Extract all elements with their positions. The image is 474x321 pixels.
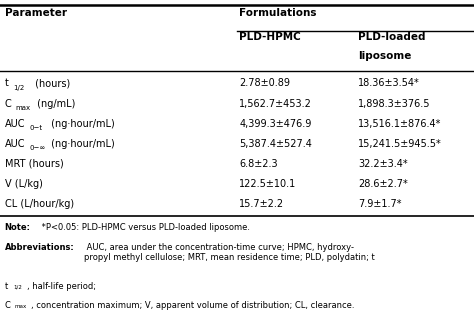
Text: 18.36±3.54*: 18.36±3.54*	[358, 78, 419, 88]
Text: C: C	[5, 301, 10, 310]
Text: Formulations: Formulations	[239, 8, 317, 18]
Text: t: t	[5, 282, 8, 291]
Text: Parameter: Parameter	[5, 8, 67, 18]
Text: 5,387.4±527.4: 5,387.4±527.4	[239, 139, 312, 149]
Text: (ng·hour/mL): (ng·hour/mL)	[48, 119, 115, 129]
Text: max: max	[14, 304, 27, 309]
Text: 1,898.3±376.5: 1,898.3±376.5	[358, 99, 430, 108]
Text: PLD-loaded: PLD-loaded	[358, 32, 425, 42]
Text: max: max	[15, 105, 30, 111]
Text: 122.5±10.1: 122.5±10.1	[239, 179, 297, 189]
Text: 15,241.5±945.5*: 15,241.5±945.5*	[358, 139, 442, 149]
Text: Note:: Note:	[5, 222, 31, 231]
Text: 0−t: 0−t	[29, 125, 43, 131]
Text: AUC: AUC	[5, 139, 25, 149]
Text: 13,516.1±876.4*: 13,516.1±876.4*	[358, 119, 441, 129]
Text: , concentration maximum; V, apparent volume of distribution; CL, clearance.: , concentration maximum; V, apparent vol…	[31, 301, 355, 310]
Text: 1/2: 1/2	[13, 284, 22, 289]
Text: AUC: AUC	[5, 119, 25, 129]
Text: 6.8±2.3: 6.8±2.3	[239, 159, 278, 169]
Text: *P<0.05: PLD-HPMC versus PLD-loaded liposome.: *P<0.05: PLD-HPMC versus PLD-loaded lipo…	[39, 222, 250, 231]
Text: C: C	[5, 99, 11, 108]
Text: 7.9±1.7*: 7.9±1.7*	[358, 199, 401, 209]
Text: 15.7±2.2: 15.7±2.2	[239, 199, 284, 209]
Text: (ng/mL): (ng/mL)	[34, 99, 75, 108]
Text: liposome: liposome	[358, 51, 411, 61]
Text: 1/2: 1/2	[13, 85, 25, 91]
Text: V (L/kg): V (L/kg)	[5, 179, 43, 189]
Text: 28.6±2.7*: 28.6±2.7*	[358, 179, 408, 189]
Text: t: t	[5, 78, 9, 88]
Text: Abbreviations:: Abbreviations:	[5, 243, 74, 252]
Text: (ng·hour/mL): (ng·hour/mL)	[48, 139, 115, 149]
Text: 1,562.7±453.2: 1,562.7±453.2	[239, 99, 312, 108]
Text: 2.78±0.89: 2.78±0.89	[239, 78, 291, 88]
Text: 0−∞: 0−∞	[29, 145, 46, 151]
Text: CL (L/hour/kg): CL (L/hour/kg)	[5, 199, 74, 209]
Text: 4,399.3±476.9: 4,399.3±476.9	[239, 119, 312, 129]
Text: AUC, area under the concentration-time curve; HPMC, hydroxy-
propyl methyl cellu: AUC, area under the concentration-time c…	[84, 243, 375, 262]
Text: 32.2±3.4*: 32.2±3.4*	[358, 159, 408, 169]
Text: (hours): (hours)	[32, 78, 70, 88]
Text: PLD-HPMC: PLD-HPMC	[239, 32, 301, 42]
Text: MRT (hours): MRT (hours)	[5, 159, 64, 169]
Text: , half-life period;: , half-life period;	[27, 282, 97, 291]
